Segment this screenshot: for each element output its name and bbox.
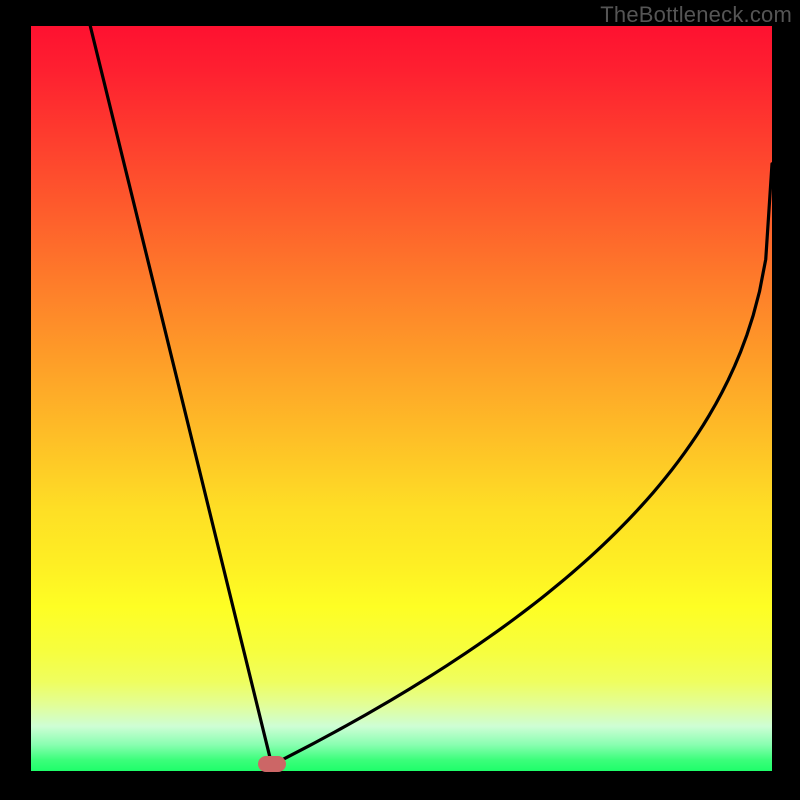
chart-container: TheBottleneck.com xyxy=(0,0,800,800)
optimal-marker xyxy=(258,756,286,772)
plot-area xyxy=(31,26,772,771)
watermark-text: TheBottleneck.com xyxy=(600,2,792,28)
bottleneck-curve xyxy=(31,26,772,771)
